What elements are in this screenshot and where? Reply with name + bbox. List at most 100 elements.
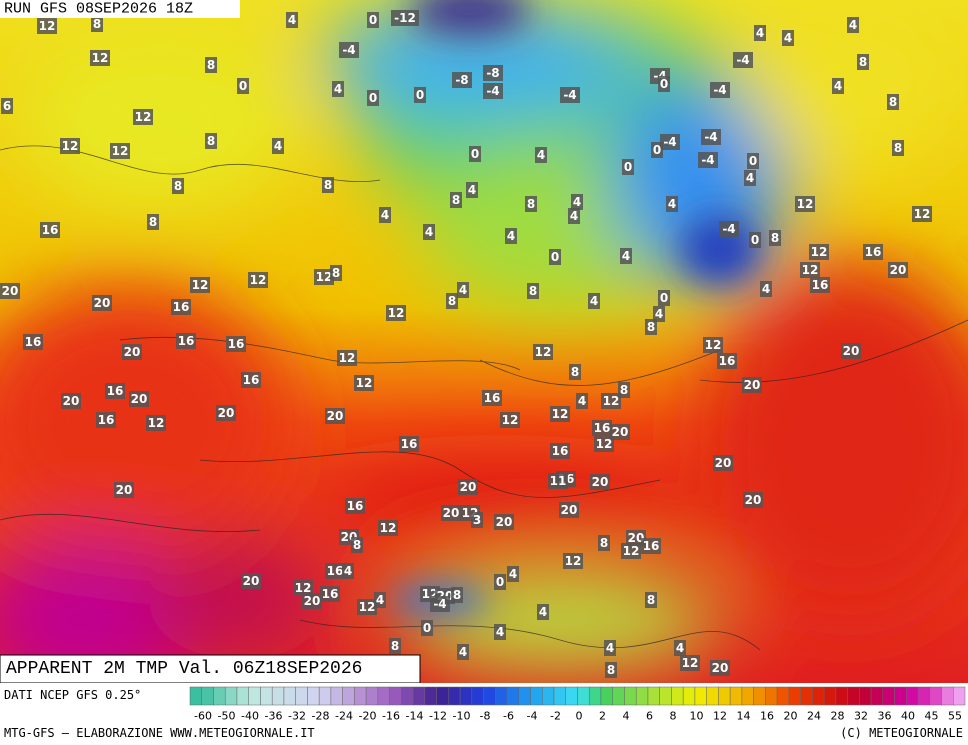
label-box [172, 178, 184, 194]
label-box [832, 78, 844, 94]
label-box [105, 383, 125, 399]
map-label: 16 [25, 335, 42, 349]
map-label: 16 [865, 245, 882, 259]
map-label: 16 [812, 278, 829, 292]
map-label: 12 [62, 139, 79, 153]
label-box [717, 353, 737, 369]
label-box [171, 299, 191, 315]
colorbar-box [624, 686, 637, 706]
map-label: 8 [859, 55, 867, 69]
map-label: 16 [243, 373, 260, 387]
map-label: 20 [628, 531, 645, 545]
label-box [96, 412, 116, 428]
colorbar-box [953, 686, 966, 706]
colorbar-tick-label: 40 [901, 710, 915, 723]
label-box [594, 436, 614, 452]
map-label: 16 [401, 437, 418, 451]
label-box [302, 593, 322, 609]
colorbar-box [776, 686, 790, 706]
map-label: 12 [914, 207, 931, 221]
label-box [241, 372, 261, 388]
label-box [1, 98, 13, 114]
map-label: 20 [116, 483, 133, 497]
colorbar-tick-label: 28 [831, 710, 845, 723]
label-box [658, 290, 670, 306]
map-label: 12 [148, 416, 165, 430]
colorbar-box [718, 686, 731, 706]
map-label: 8 [607, 663, 615, 677]
label-box [754, 25, 766, 41]
map-label: 0 [369, 91, 377, 105]
colorbar-box [224, 686, 238, 706]
label-box [568, 208, 580, 224]
label-box [91, 16, 103, 32]
label-box [133, 109, 153, 125]
map-label: 20 [443, 506, 460, 520]
colorbar-tick-label: 4 [623, 710, 630, 723]
map-label: 4 [668, 197, 676, 211]
colorbar-box [729, 686, 743, 706]
colorbar-box [671, 686, 684, 706]
label-box [367, 12, 379, 28]
label-box [441, 505, 461, 521]
label-box [37, 18, 57, 34]
label-box [535, 147, 547, 163]
label-box [809, 244, 829, 260]
label-box [332, 81, 344, 97]
label-box [129, 391, 149, 407]
colorbar-tick-label: -50 [218, 710, 236, 723]
label-box [457, 644, 469, 660]
map-label: 20 [243, 574, 260, 588]
colorbar-box [835, 686, 848, 706]
map-label: 4 [762, 282, 770, 296]
map-label: 20 [304, 594, 321, 608]
label-box [863, 244, 883, 260]
label-box [680, 655, 700, 671]
label-box [749, 232, 761, 248]
source: DATI NCEP GFS 0.25° [4, 688, 141, 702]
label-box [414, 87, 426, 103]
colorbar-box [448, 686, 461, 706]
map-label: 0 [471, 147, 479, 161]
colorbar-tick-label: 6 [646, 710, 653, 723]
map-label: 4 [459, 283, 467, 297]
label-box [892, 140, 904, 156]
label-box [322, 177, 334, 193]
colorbar-box [753, 686, 766, 706]
map-label: 4 [274, 139, 282, 153]
colorbar-box [588, 686, 602, 706]
colorbar-box [189, 686, 202, 706]
label-box [674, 640, 686, 656]
map-label: 0 [369, 13, 377, 27]
colorbar-box [659, 686, 672, 706]
map-label: 4 [834, 79, 842, 93]
map-label: 4 [334, 82, 342, 96]
label-box [446, 293, 458, 309]
label-box [378, 520, 398, 536]
label-box [90, 50, 110, 66]
label-box [733, 52, 753, 68]
map-label: 4 [849, 18, 857, 32]
label-box [744, 170, 756, 186]
colorbar-box [600, 686, 613, 706]
label-box [451, 587, 463, 603]
label-box [795, 196, 815, 212]
colorbar-tick-label: 10 [690, 710, 704, 723]
map-label: 12 [339, 351, 356, 365]
colorbar-box [342, 686, 355, 706]
map-label: 4 [509, 567, 517, 581]
map-label: 12 [39, 19, 56, 33]
colorbar-tick-label: -28 [312, 710, 330, 723]
label-box [471, 512, 483, 528]
label-box [576, 393, 588, 409]
label-box [272, 138, 284, 154]
label-box [559, 502, 579, 518]
label-box [190, 277, 210, 293]
map-label: 20 [124, 345, 141, 359]
label-box [293, 580, 313, 596]
colorbar-box [424, 686, 437, 706]
map-label: 4 [746, 171, 754, 185]
map-label: 20 [712, 661, 729, 675]
label-box [782, 30, 794, 46]
colorbar-box [741, 686, 754, 706]
